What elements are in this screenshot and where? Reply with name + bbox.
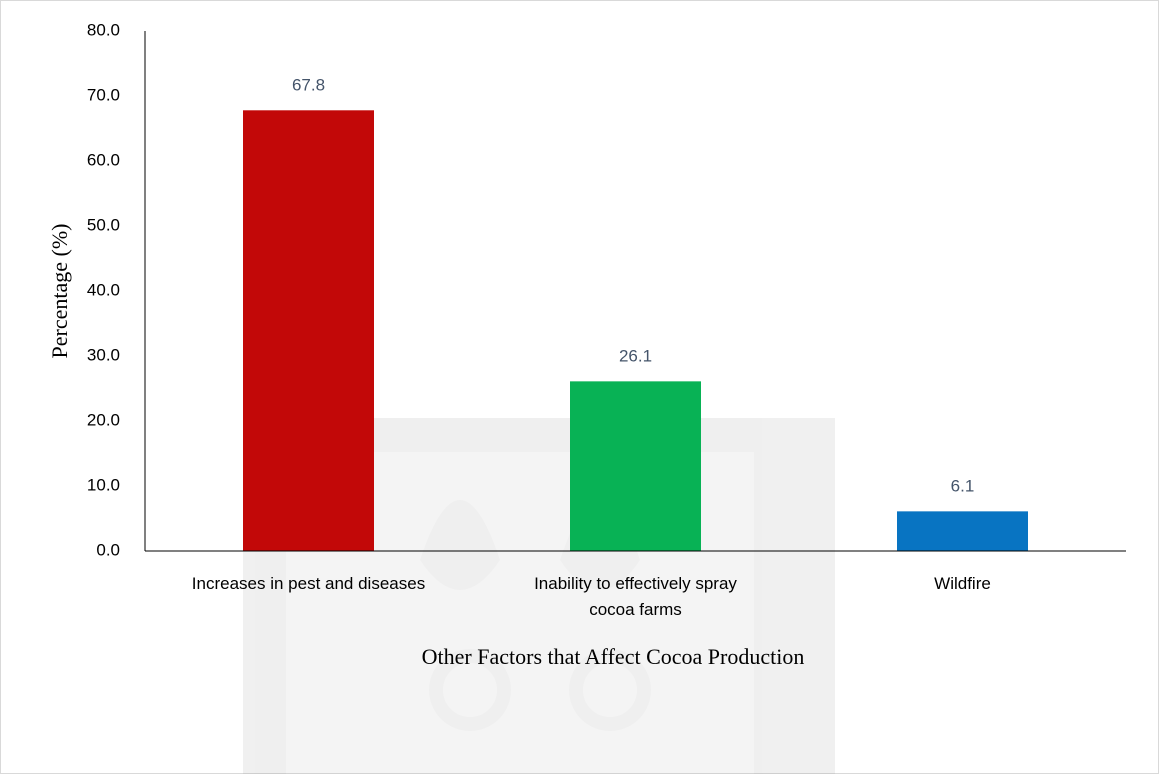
- bar: [243, 110, 374, 552]
- y-tick-label: 40.0: [87, 280, 120, 299]
- y-tick-label: 20.0: [87, 410, 120, 429]
- y-tick-label: 10.0: [87, 475, 120, 494]
- x-category-label: cocoa farms: [589, 600, 682, 619]
- y-tick-label: 70.0: [87, 85, 120, 104]
- y-axis-label: Percentage (%): [47, 224, 72, 359]
- data-label: 26.1: [619, 346, 652, 365]
- y-tick-label: 0.0: [96, 540, 120, 559]
- x-category-label: Wildfire: [934, 574, 991, 593]
- data-label: 67.8: [292, 75, 325, 94]
- x-category-label: Inability to effectively spray: [534, 574, 737, 593]
- y-tick-label: 80.0: [87, 20, 120, 39]
- data-label: 6.1: [951, 476, 975, 495]
- y-tick-label: 60.0: [87, 150, 120, 169]
- x-axis-title: Other Factors that Affect Cocoa Producti…: [422, 644, 805, 669]
- y-tick-label: 30.0: [87, 345, 120, 364]
- bar: [570, 381, 701, 551]
- bar: [897, 511, 1028, 551]
- y-tick-label: 50.0: [87, 215, 120, 234]
- x-category-label: Increases in pest and diseases: [192, 574, 425, 593]
